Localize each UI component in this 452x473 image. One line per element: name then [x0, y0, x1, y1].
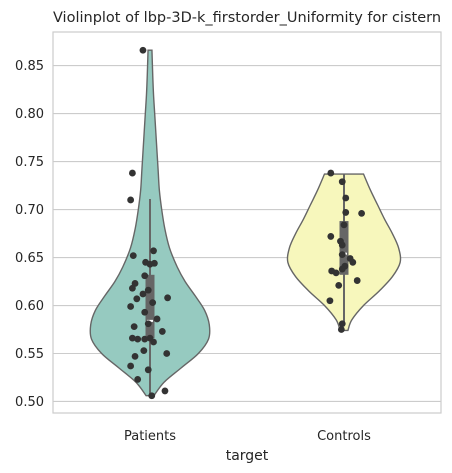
data-point	[129, 252, 137, 260]
data-point	[149, 299, 157, 307]
data-point	[129, 284, 136, 292]
data-point	[140, 347, 148, 355]
data-point	[141, 335, 149, 343]
data-point	[141, 272, 149, 280]
data-point	[131, 352, 139, 360]
data-point	[130, 323, 138, 331]
data-point	[133, 295, 141, 303]
data-point	[338, 251, 346, 259]
data-point	[338, 320, 346, 328]
data-point	[342, 194, 350, 202]
data-point	[139, 46, 147, 54]
data-point	[127, 362, 135, 370]
data-point	[327, 233, 335, 240]
data-point	[150, 338, 157, 346]
data-point	[144, 286, 152, 294]
x-tick-label: Controls	[317, 429, 371, 444]
x-tick-labels: Patients Controls	[124, 429, 371, 444]
data-point	[144, 366, 152, 374]
data-point	[326, 297, 334, 305]
y-tick-label: 0.85	[15, 59, 44, 74]
data-points	[127, 46, 365, 400]
data-point	[127, 196, 135, 204]
data-point	[153, 315, 161, 323]
data-point	[338, 265, 346, 273]
y-tick-label: 0.65	[15, 251, 44, 266]
data-point	[353, 277, 361, 284]
data-point	[129, 334, 136, 342]
data-point	[127, 303, 135, 310]
data-point	[158, 328, 166, 335]
data-point	[161, 387, 169, 395]
data-point	[332, 269, 340, 277]
data-point	[338, 178, 346, 186]
x-axis-label: target	[226, 448, 269, 464]
data-point	[342, 209, 350, 216]
y-tick-label: 0.50	[15, 395, 44, 410]
data-point	[335, 281, 343, 289]
y-tick-label: 0.55	[15, 347, 44, 362]
data-point	[349, 258, 357, 266]
x-tick-label: Patients	[124, 429, 176, 444]
y-tick-label: 0.60	[15, 299, 44, 314]
data-point	[327, 169, 335, 177]
data-point	[146, 260, 154, 268]
data-point	[150, 247, 157, 255]
data-point	[134, 376, 142, 383]
violin-iqr-box	[145, 274, 155, 339]
data-point	[163, 350, 171, 357]
data-point	[139, 290, 147, 298]
data-point	[148, 392, 156, 400]
y-tick-label: 0.80	[15, 107, 44, 122]
data-point	[358, 209, 365, 217]
data-point	[337, 326, 345, 333]
data-point	[164, 294, 172, 302]
data-point	[129, 169, 136, 177]
plot-frame	[52, 31, 442, 414]
data-point	[144, 320, 152, 328]
y-tick-label: 0.70	[15, 203, 44, 218]
y-tick-label: 0.75	[15, 155, 44, 170]
data-point	[134, 335, 142, 343]
data-point	[338, 241, 346, 249]
data-point	[141, 308, 149, 316]
y-tick-labels: 0.50 0.55 0.60 0.65 0.70 0.75 0.80 0.85	[15, 59, 44, 410]
data-point	[340, 221, 348, 229]
chart-title: Violinplot of lbp-3D-k_firstorder_Unifor…	[53, 10, 441, 26]
